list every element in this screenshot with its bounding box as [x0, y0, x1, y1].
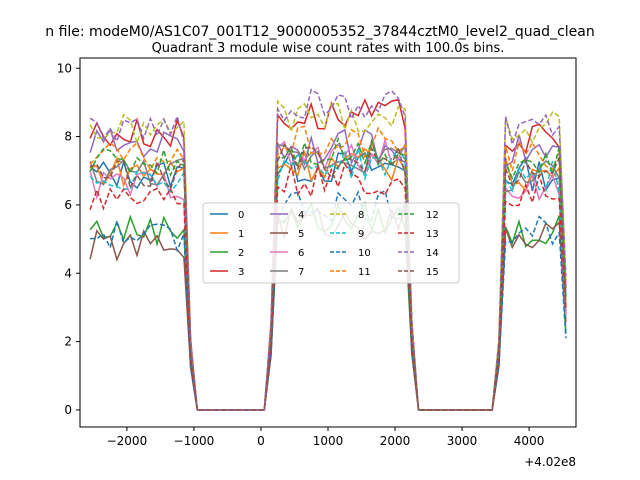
legend-label-5: 5: [298, 229, 304, 240]
y-tick-label: 8: [64, 130, 72, 144]
legend-label-3: 3: [238, 267, 244, 278]
legend-label-1: 1: [238, 229, 244, 240]
legend-label-2: 2: [238, 248, 244, 259]
legend-label-8: 8: [358, 210, 364, 221]
legend-label-4: 4: [298, 210, 304, 221]
y-tick-label: 2: [64, 335, 72, 349]
legend-label-11: 11: [358, 267, 371, 278]
figure-suptitle: n file: modeM0/AS1C07_001T12_9000005352_…: [45, 24, 594, 40]
x-tick-label: −2000: [107, 434, 148, 448]
legend-label-14: 14: [426, 248, 439, 259]
legend-label-15: 15: [426, 267, 439, 278]
x-tick-label: 2000: [380, 434, 411, 448]
legend-label-9: 9: [358, 229, 364, 240]
legend-label-13: 13: [426, 229, 439, 240]
y-tick-label: 4: [64, 266, 72, 280]
x-offset-label: +4.02e8: [524, 455, 576, 469]
legend-label-6: 6: [298, 248, 304, 259]
x-tick-label: 1000: [313, 434, 344, 448]
legend-label-7: 7: [298, 267, 304, 278]
y-tick-label: 6: [64, 198, 72, 212]
series-line-13: [89, 162, 567, 411]
x-tick-label: 3000: [447, 434, 478, 448]
y-tick-label: 10: [57, 61, 72, 75]
x-tick-label: −1000: [174, 434, 215, 448]
legend-label-12: 12: [426, 210, 439, 221]
series-line-12: [89, 136, 567, 411]
y-tick-label: 0: [64, 403, 72, 417]
legend-frame: [202, 202, 460, 284]
series-line-15: [89, 143, 567, 411]
legend-label-0: 0: [238, 210, 244, 221]
legend-label-10: 10: [358, 248, 371, 259]
x-tick-label: 4000: [514, 434, 545, 448]
x-tick-label: 0: [257, 434, 265, 448]
chart-title: Quadrant 3 module wise count rates with …: [152, 41, 505, 56]
